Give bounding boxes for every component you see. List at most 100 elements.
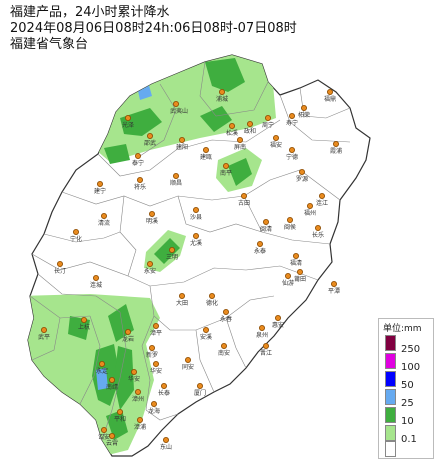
- station-label: 漳浦: [134, 423, 146, 431]
- station-dot: [208, 292, 215, 299]
- station-label: 仙游: [282, 279, 294, 287]
- legend-label-25: 25: [401, 398, 414, 409]
- station-label: 新罗: [146, 351, 158, 359]
- station-dot: [318, 192, 325, 199]
- station-dot: [192, 206, 199, 213]
- station-label: 上杭: [78, 323, 90, 331]
- rain-area-moderate-north-1: [205, 58, 245, 92]
- station-dot: [314, 224, 321, 231]
- station-dot: [109, 376, 116, 383]
- station-dot: [148, 344, 155, 351]
- station-label: 明溪: [146, 217, 158, 225]
- rain-area-moderate-central-1: [228, 158, 252, 186]
- legend-label-250: 250: [401, 344, 421, 355]
- station-dot: [125, 115, 132, 122]
- station-label: 诏安: [98, 433, 110, 441]
- station-dot: [332, 140, 339, 147]
- station-dot: [125, 328, 132, 335]
- station-label: 龙岩: [122, 335, 134, 343]
- station-dot: [228, 123, 235, 130]
- station-dot: [148, 210, 155, 217]
- station-label: 武平: [38, 333, 50, 341]
- station-dot: [152, 322, 159, 329]
- station-dot: [178, 292, 185, 299]
- station-label: 南靖: [106, 383, 118, 391]
- station-dot: [264, 115, 271, 122]
- legend-swatch-25: [385, 389, 396, 405]
- legend-swatch-0-1: [385, 425, 396, 441]
- station-dot: [117, 408, 124, 415]
- station-dot: [134, 152, 141, 159]
- station-label: 永泰: [254, 247, 266, 255]
- legend-label-50: 50: [401, 380, 414, 391]
- station-dot: [286, 216, 293, 223]
- station-dot: [330, 280, 337, 287]
- station-label: 永安: [144, 267, 156, 275]
- station-label: 云霄: [106, 440, 118, 447]
- station-dot: [218, 89, 225, 96]
- station-label: 柘荣: [298, 111, 310, 119]
- legend: 单位:mm 250 100 50 25 10 0.1: [378, 318, 434, 459]
- station-dot: [298, 168, 305, 175]
- station-label: 福安: [270, 141, 282, 149]
- station-dot: [262, 218, 269, 225]
- station-label: 龙海: [148, 407, 160, 415]
- map-title: 福建产品，24小时累计降水: [10, 5, 170, 20]
- station-label: 永春: [220, 315, 232, 323]
- station-dot: [73, 228, 80, 235]
- station-label: 连城: [90, 281, 102, 289]
- station-dot: [101, 426, 108, 433]
- station-dot: [256, 240, 263, 247]
- station-label: 漳平: [150, 329, 162, 337]
- map-period: 2024年08月06日08时24h:06日08时-07日08时: [10, 21, 297, 36]
- station-dot: [192, 232, 199, 239]
- rain-area-moderate-southwest-4: [114, 346, 134, 410]
- station-label: 连江: [316, 199, 328, 207]
- station-dot: [220, 342, 227, 349]
- station-label: 周宁: [262, 121, 274, 129]
- station-label: 福清: [290, 259, 302, 267]
- rain-area-moderate-southwest-5: [106, 410, 128, 440]
- station-dot: [152, 360, 159, 367]
- station-dot: [172, 101, 179, 108]
- station-label: 厦门: [194, 389, 206, 397]
- station-label: 政和: [244, 127, 256, 135]
- station-label: 南平: [220, 169, 232, 177]
- station-label: 三明: [166, 254, 178, 261]
- station-label: 福鼎: [324, 95, 336, 103]
- station-dot: [292, 252, 299, 259]
- station-label: 霞浦: [330, 147, 342, 155]
- station-label: 宁德: [286, 153, 298, 161]
- station-label: 建宁: [94, 187, 106, 195]
- station-dot: [168, 246, 175, 253]
- station-dot: [93, 274, 100, 281]
- station-label: 长乐: [312, 231, 324, 239]
- station-dot: [326, 89, 333, 96]
- station-label: 平潭: [328, 287, 340, 295]
- station-dot: [109, 432, 116, 439]
- legend-label-0-1: 0.1: [401, 434, 417, 445]
- station-label: 罗源: [296, 175, 308, 183]
- station-dot: [99, 360, 106, 367]
- station-dot: [300, 105, 307, 112]
- station-label: 漳州: [132, 395, 144, 403]
- station-label: 顺昌: [170, 180, 182, 187]
- station-label: 清流: [98, 219, 110, 227]
- station-dot: [274, 314, 281, 321]
- legend-swatch-10: [385, 407, 396, 423]
- rain-area-moderate-north-3: [200, 106, 232, 132]
- station-dot: [288, 146, 295, 153]
- station-dot: [196, 382, 203, 389]
- station-dot: [101, 212, 108, 219]
- station-label: 同安: [182, 363, 194, 371]
- station-label: 建瓯: [200, 153, 212, 161]
- station-label: 安溪: [200, 333, 212, 341]
- station-label: 寿宁: [286, 119, 298, 127]
- station-dot: [296, 268, 303, 275]
- station-label: 沙县: [190, 214, 202, 221]
- station-dot: [57, 260, 64, 267]
- station-label: 平和: [114, 415, 126, 423]
- station-label: 尤溪: [190, 239, 202, 247]
